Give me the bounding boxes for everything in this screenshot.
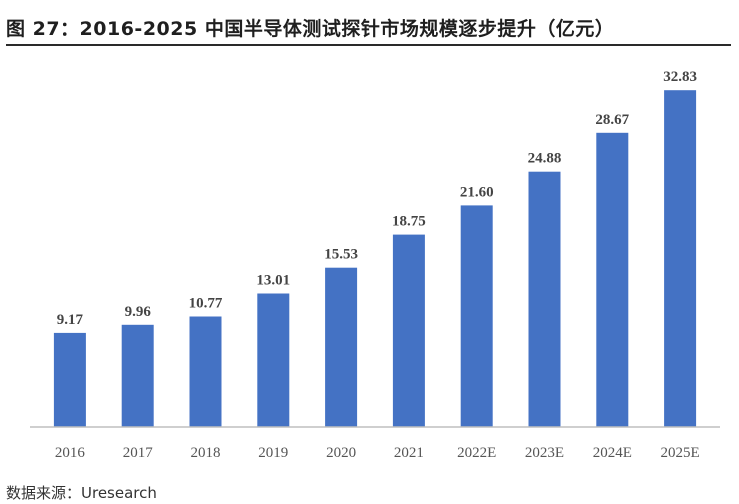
x-tick-label-2021: 2021 xyxy=(394,445,424,461)
x-tick-label-2019: 2019 xyxy=(258,445,288,461)
x-tick-label-2025E: 2025E xyxy=(661,445,700,461)
x-tick-label-2020: 2020 xyxy=(326,445,356,461)
x-tick-label-2024E: 2024E xyxy=(593,445,632,461)
value-label-2023E: 24.88 xyxy=(528,151,562,167)
bar-2021 xyxy=(392,234,425,427)
bar-2016 xyxy=(53,332,86,427)
bar-2019 xyxy=(257,293,290,427)
bar-2020 xyxy=(325,267,358,427)
x-tick-label-2017: 2017 xyxy=(123,445,154,461)
figure-title: 图 27：2016-2025 中国半导体测试探针市场规模逐步提升（亿元） xyxy=(6,18,615,40)
value-label-2024E: 28.67 xyxy=(595,112,629,128)
x-tick-label-2023E: 2023E xyxy=(525,445,564,461)
bar-2022E xyxy=(460,205,493,427)
value-label-2018: 10.77 xyxy=(189,296,223,312)
value-label-2019: 13.01 xyxy=(256,273,290,289)
x-tick-label-2018: 2018 xyxy=(191,445,221,461)
value-label-2016: 9.17 xyxy=(57,312,84,328)
title-divider xyxy=(6,44,731,46)
value-label-2021: 18.75 xyxy=(392,214,426,230)
bars-group xyxy=(53,90,697,428)
x-tick-label-2016: 2016 xyxy=(55,445,86,461)
value-label-2022E: 21.60 xyxy=(460,184,494,200)
source-note: 数据来源：Uresearch xyxy=(6,484,157,502)
value-label-2025E: 32.83 xyxy=(663,69,697,85)
value-label-2017: 9.96 xyxy=(125,304,152,320)
bar-2017 xyxy=(121,324,154,427)
bar-2023E xyxy=(528,171,561,427)
bar-2024E xyxy=(596,132,629,428)
x-tick-label-2022E: 2022E xyxy=(457,445,496,461)
labels-group: 9.17 2016 9.96 2017 10.77 2018 13.01 2019 15.53 2… xyxy=(55,69,700,461)
value-label-2020: 15.53 xyxy=(324,247,358,263)
bar-2018 xyxy=(189,316,222,427)
bar-2025E xyxy=(664,90,697,427)
